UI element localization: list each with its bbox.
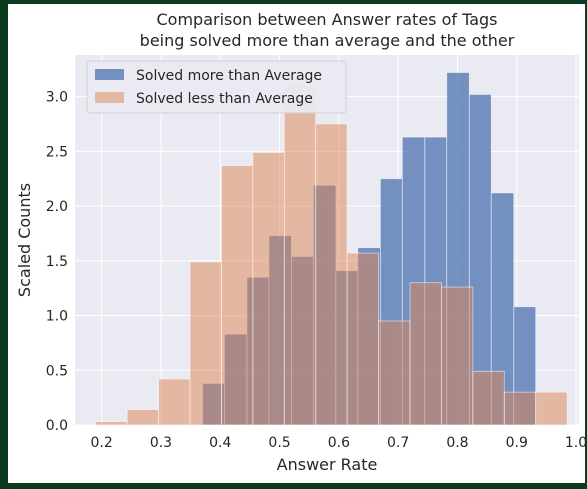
legend-label-solved-more: Solved more than Average	[136, 68, 322, 84]
chart-title-line-1: Comparison between Answer rates of Tags	[156, 10, 497, 29]
bar-series-1-bin-12	[472, 370, 505, 426]
legend-label-solved-less: Solved less than Average	[136, 91, 313, 107]
x-tick-label: 0.9	[506, 435, 528, 451]
bar-series-1-bin-3	[189, 261, 222, 426]
bar-series-1-bin-13	[503, 391, 537, 426]
y-tick-label: 0.5	[46, 363, 68, 379]
bar-series-1-bin-7	[315, 123, 348, 426]
legend-swatch-solved-more	[95, 69, 124, 80]
bar-series-1-bin-5	[252, 152, 285, 426]
y-tick-label: 2.0	[46, 199, 68, 215]
bar-series-1-bin-8	[346, 252, 379, 426]
y-axis-label: Scaled Counts	[15, 183, 34, 297]
x-tick-label: 0.8	[446, 435, 468, 451]
legend-box	[86, 60, 347, 114]
bar-series-1-bin-14	[535, 391, 568, 426]
bars	[95, 72, 568, 426]
bar-series-1-bin-11	[441, 286, 474, 426]
bar-series-1-bin-0	[95, 421, 128, 426]
bar-series-1-bin-6	[283, 85, 317, 426]
bar-series-1-bin-10	[409, 282, 442, 426]
bar-series-1-bin-2	[158, 378, 191, 426]
bar-series-1-bin-9	[378, 320, 411, 426]
bar-series-1-bin-4	[221, 165, 254, 426]
x-tick-label: 1.0	[565, 435, 585, 451]
chart-title-line-2: being solved more than average and the o…	[140, 31, 515, 50]
x-tick-label: 0.3	[150, 435, 172, 451]
y-tick-label: 1.5	[46, 254, 68, 270]
y-tick-label: 0.0	[46, 418, 68, 434]
x-tick-label: 0.2	[91, 435, 113, 451]
y-tick-label: 1.0	[46, 309, 68, 325]
legend-swatch-solved-less	[95, 92, 124, 103]
x-axis-label: Answer Rate	[277, 455, 378, 474]
bar-series-1-bin-1	[126, 409, 160, 426]
y-tick-label: 2.5	[46, 144, 68, 160]
y-tick-label: 3.0	[46, 90, 68, 106]
histogram-chart: Comparison between Answer rates of Tags …	[15, 10, 587, 474]
tick-labels: 0.2 0.3 0.4 0.5 0.6 0.7 0.8 0.9 1.0 0.0 0.5 1.0 1.5 2…	[46, 90, 587, 451]
x-tick-label: 0.4	[209, 435, 231, 451]
x-tick-label: 0.6	[328, 435, 350, 451]
chart-frame: Comparison between Answer rates of Tags …	[8, 4, 587, 483]
x-tick-label: 0.7	[387, 435, 409, 451]
legend: Solved more than Average Solved less tha…	[86, 60, 347, 114]
x-tick-label: 0.5	[268, 435, 290, 451]
